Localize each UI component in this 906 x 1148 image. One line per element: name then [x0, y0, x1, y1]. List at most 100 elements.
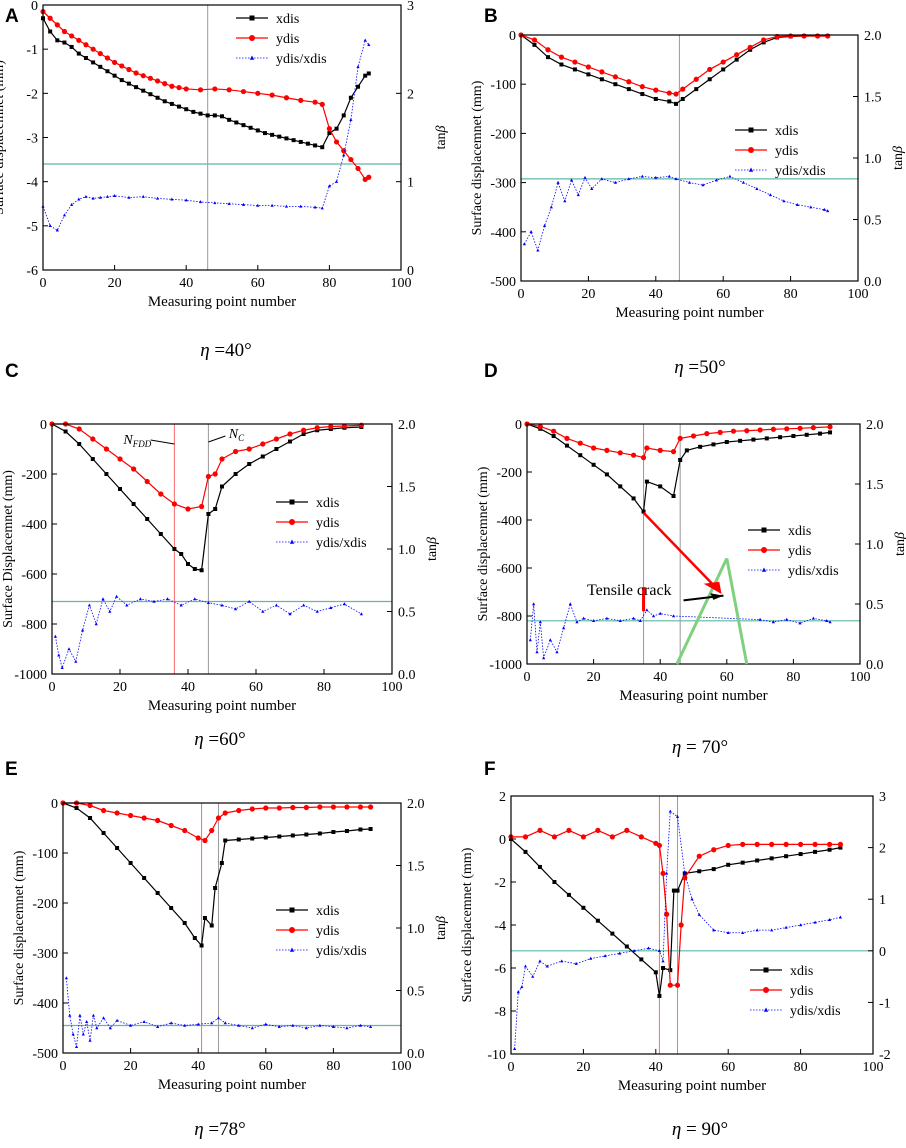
data-point-ydis	[754, 841, 760, 847]
data-point-xdis	[738, 438, 743, 443]
data-point-ydis	[666, 90, 672, 96]
data-point-ratio	[196, 1022, 200, 1026]
data-point-ydis	[757, 427, 763, 433]
legend-marker	[289, 907, 295, 913]
data-point-xdis	[331, 830, 336, 834]
legend-marker	[289, 519, 295, 525]
data-point-xdis	[724, 440, 729, 444]
data-point-ydis	[580, 834, 587, 840]
data-point-xdis	[158, 532, 163, 536]
caption-value: = 90°	[681, 1119, 728, 1140]
data-point-ratio	[210, 1021, 214, 1025]
data-point-ydis	[301, 427, 307, 433]
data-point-ydis	[128, 812, 134, 819]
data-point-ydis	[103, 446, 109, 452]
x-tick-label: 40	[649, 287, 663, 302]
data-point-xdis	[734, 57, 739, 62]
data-point-xdis	[684, 448, 689, 453]
legend: xdis ydis ydis/xdis	[276, 496, 367, 551]
data-point-ratio	[563, 199, 567, 203]
data-point-ratio	[825, 619, 829, 622]
data-point-xdis	[591, 462, 596, 467]
y2-tick-label: 2	[407, 87, 414, 102]
eta-symbol: η	[672, 1119, 681, 1140]
data-point-ydis	[740, 841, 746, 847]
y2-axis-label: tanβ	[425, 537, 440, 561]
y2-tick-label: 0	[879, 945, 886, 960]
data-point-xdis	[209, 923, 214, 928]
y-tick-label: -600	[21, 568, 47, 583]
y-tick-label: -400	[21, 518, 47, 533]
data-point-ydis	[314, 425, 320, 431]
data-point-ratio	[81, 1032, 85, 1036]
legend-marker	[249, 15, 255, 21]
y2-tick-label: 1.0	[407, 922, 425, 937]
data-point-ydis	[626, 79, 632, 85]
data-point-ratio	[213, 201, 217, 205]
data-point-ratio	[155, 196, 160, 200]
data-point-ydis	[317, 804, 323, 810]
y-axis-label: Surface displacemnet (mm)	[476, 466, 491, 621]
annotation-arrow	[208, 435, 226, 443]
data-point-ydis	[657, 447, 663, 453]
data-point-xdis	[586, 72, 591, 77]
data-point-xdis	[241, 123, 246, 128]
data-point-ratio	[671, 614, 676, 618]
data-point-ratio	[77, 197, 81, 201]
eta-symbol: η	[194, 729, 203, 750]
data-point-ydis	[298, 97, 304, 103]
panel-letter: C	[5, 361, 19, 382]
data-point-ratio	[536, 248, 540, 252]
data-point-ratio	[264, 1022, 268, 1026]
data-point-ydis	[674, 982, 681, 988]
data-point-ydis	[783, 841, 789, 847]
data-point-ratio	[529, 230, 533, 233]
data-point-ratio	[549, 205, 553, 209]
data-point-ratio	[302, 603, 306, 607]
data-point-ratio	[568, 602, 572, 606]
data-point-ratio	[645, 608, 649, 612]
data-point-ydis	[263, 805, 269, 811]
data-point-ratio	[349, 118, 353, 122]
y2-axis-label: tanβ	[434, 916, 449, 940]
data-point-ydis	[119, 63, 125, 69]
data-point-ratio	[284, 204, 289, 208]
y-tick-label: -4	[26, 176, 38, 191]
data-point-xdis	[317, 831, 322, 836]
data-point-ratio	[535, 650, 539, 654]
data-point-xdis	[291, 138, 296, 143]
data-point-xdis	[90, 457, 95, 461]
data-point-xdis	[263, 835, 268, 840]
data-point-ratio	[618, 619, 622, 622]
data-point-xdis	[532, 42, 537, 47]
y2-axis-label: tanβ	[891, 146, 906, 170]
data-point-xdis	[358, 827, 363, 832]
data-point-ratio	[809, 205, 813, 209]
data-point-ratio	[822, 207, 826, 211]
series-line-xdis	[42, 17, 370, 148]
y-axis-label: Surface Displacemnet (mm)	[1, 470, 16, 628]
plot-frame	[520, 34, 859, 282]
legend-label: ydis/xdis	[790, 1004, 841, 1019]
data-point-ratio	[358, 1023, 363, 1027]
data-point-ratio	[57, 653, 61, 657]
x-tick-label: 40	[179, 276, 193, 291]
legend-marker	[761, 547, 767, 553]
data-point-ydis	[660, 870, 666, 877]
data-point-ydis	[169, 83, 175, 89]
data-point-ydis	[744, 428, 750, 434]
legend-marker	[748, 167, 754, 172]
data-point-ratio	[95, 1026, 99, 1030]
legend-label: ydis/xdis	[788, 564, 839, 579]
subscript: FDD	[132, 439, 152, 449]
data-point-ratio	[632, 949, 636, 952]
data-point-xdis	[77, 442, 82, 446]
y-tick-label: -400	[32, 997, 58, 1012]
data-point-ratio	[538, 620, 542, 624]
y-tick-label: -5	[26, 220, 38, 235]
legend-label: ydis	[788, 544, 811, 559]
x-axis-label: Measuring point number	[148, 294, 296, 310]
data-point-xdis	[234, 120, 239, 125]
data-point-ydis	[720, 59, 726, 65]
panel-b: B0 20 40 60 80 100-500-400-300-200-10000.00.5…	[470, 6, 906, 378]
